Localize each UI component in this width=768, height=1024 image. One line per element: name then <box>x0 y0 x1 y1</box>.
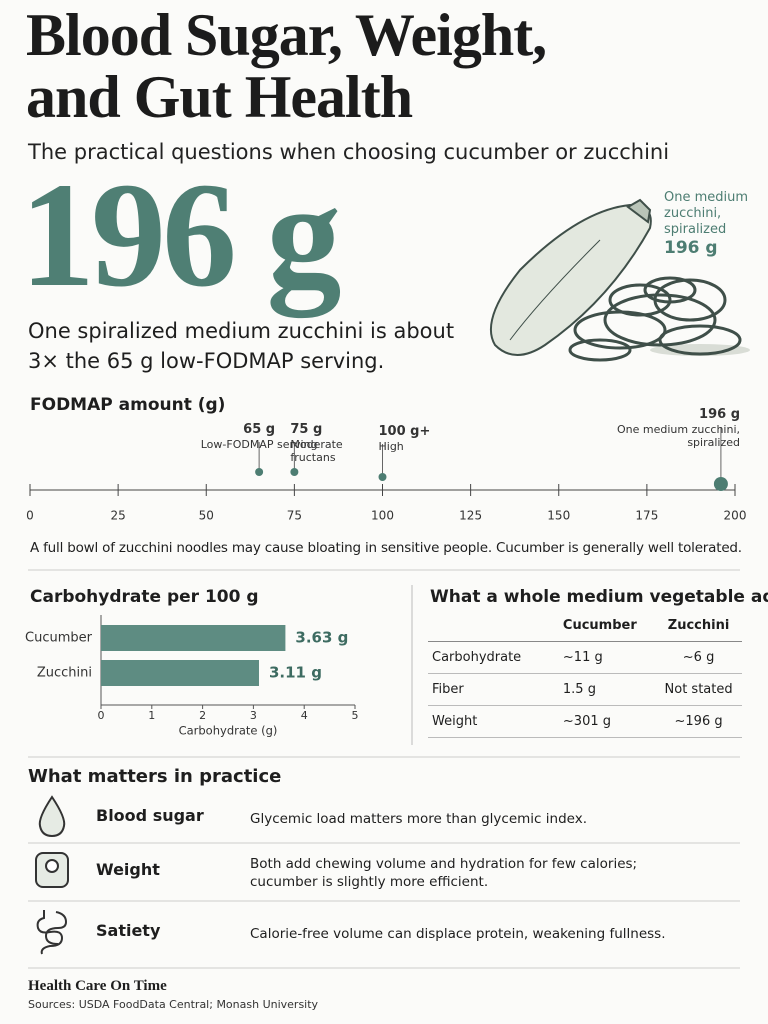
cell: ~301 g <box>538 705 656 738</box>
cell: ~11 g <box>538 641 656 674</box>
illustration-label: One medium zucchini, spiralized <box>664 190 749 237</box>
zucchini-illustration <box>489 198 750 362</box>
point-label: 65 g <box>243 422 276 437</box>
x-tick-label: 0 <box>26 509 34 523</box>
x-tick-label: 125 <box>459 509 482 523</box>
cell: 1.5 g <box>538 673 656 706</box>
bar <box>101 660 259 686</box>
practice-text: Both add chewing volume and hydration fo… <box>250 856 638 890</box>
hero-amount: 196 g <box>20 152 341 318</box>
subtitle: The practical questions when choosing cu… <box>28 140 670 164</box>
point-label: 75 g <box>290 422 323 437</box>
cell: Fiber <box>428 673 539 706</box>
table-row: Fiber 1.5 g Not stated <box>428 673 742 706</box>
point-note: One medium zucchini, spiralized <box>617 423 740 449</box>
caption: A full bowl of zucchini noodles may caus… <box>30 540 742 556</box>
point-note: Moderate fructans <box>290 438 343 464</box>
section-title: What matters in practice <box>28 766 282 787</box>
x-tick-label: 25 <box>110 509 125 523</box>
chart-title: FODMAP amount (g) <box>30 395 226 415</box>
hero-description: One spiralized medium zucchini is about … <box>28 319 455 373</box>
cell: Carbohydrate <box>428 641 539 674</box>
table-header: Cucumber Zucchini <box>428 610 742 642</box>
value-label: 3.63 g <box>295 629 348 647</box>
practice-label: Blood sugar <box>96 806 204 825</box>
x-tick-label: 75 <box>287 509 302 523</box>
brand: Health Care On Time <box>28 978 167 994</box>
chart-title: Carbohydrate per 100 g <box>30 587 259 607</box>
point <box>255 468 264 476</box>
cell: ~6 g <box>655 641 742 674</box>
illustration-amount: 196 g <box>664 238 718 258</box>
practice-label: Weight <box>96 860 160 879</box>
cell: Not stated <box>655 673 742 706</box>
practice-label: Satiety <box>96 921 161 940</box>
x-tick-label: 200 <box>724 509 747 523</box>
icon-scale <box>35 852 69 888</box>
practice-text: Glycemic load matters more than glycemic… <box>250 811 587 827</box>
point <box>713 477 728 491</box>
x-tick-label: 50 <box>199 509 214 523</box>
table-row: Carbohydrate ~11 g ~6 g <box>428 641 742 674</box>
x-tick-label: 5 <box>352 709 359 722</box>
x-tick-label: 2 <box>199 709 206 722</box>
point <box>378 473 387 481</box>
sources: Sources: USDA FoodData Central; Monash U… <box>28 998 319 1011</box>
icon-drop <box>38 795 66 838</box>
x-tick-label: 100 <box>371 509 394 523</box>
header-cell: Zucchini <box>655 610 742 642</box>
header-cell <box>428 610 539 642</box>
table-title: What a whole medium vegetable adds <box>430 587 768 607</box>
x-tick-label: 150 <box>547 509 570 523</box>
point-note: Low-FODMAP serving <box>200 438 318 451</box>
title: Blood Sugar, Weight, and Gut Health <box>26 2 547 130</box>
icon-gut <box>36 910 68 955</box>
point-note: High <box>378 440 404 453</box>
table-row: Weight ~301 g ~196 g <box>428 705 742 738</box>
title-line: Blood Sugar, Weight, <box>26 2 547 68</box>
y-tick-label: Zucchini <box>37 666 92 681</box>
x-tick-label: 3 <box>250 709 257 722</box>
header-cell: Cucumber <box>538 610 656 642</box>
bar <box>101 625 286 651</box>
value-label: 3.11 g <box>269 664 322 682</box>
x-tick-label: 4 <box>301 709 308 722</box>
y-tick-label: Cucumber <box>25 631 93 646</box>
x-tick-label: 175 <box>635 509 658 523</box>
point <box>290 468 299 476</box>
x-tick-label: 0 <box>98 709 105 722</box>
table: Cucumber Zucchini Carbohydrate ~11 g ~6 g F… <box>428 610 742 738</box>
cell: ~196 g <box>655 705 742 738</box>
x-axis-label: Carbohydrate (g) <box>179 724 278 738</box>
point-label: 100 g+ <box>378 424 431 439</box>
x-tick-label: 1 <box>148 709 155 722</box>
point-label: 196 g <box>699 407 740 422</box>
title-line: and Gut Health <box>26 64 413 130</box>
cell: Weight <box>428 705 539 738</box>
practice-text: Calorie-free volume can displace protein… <box>250 926 666 942</box>
